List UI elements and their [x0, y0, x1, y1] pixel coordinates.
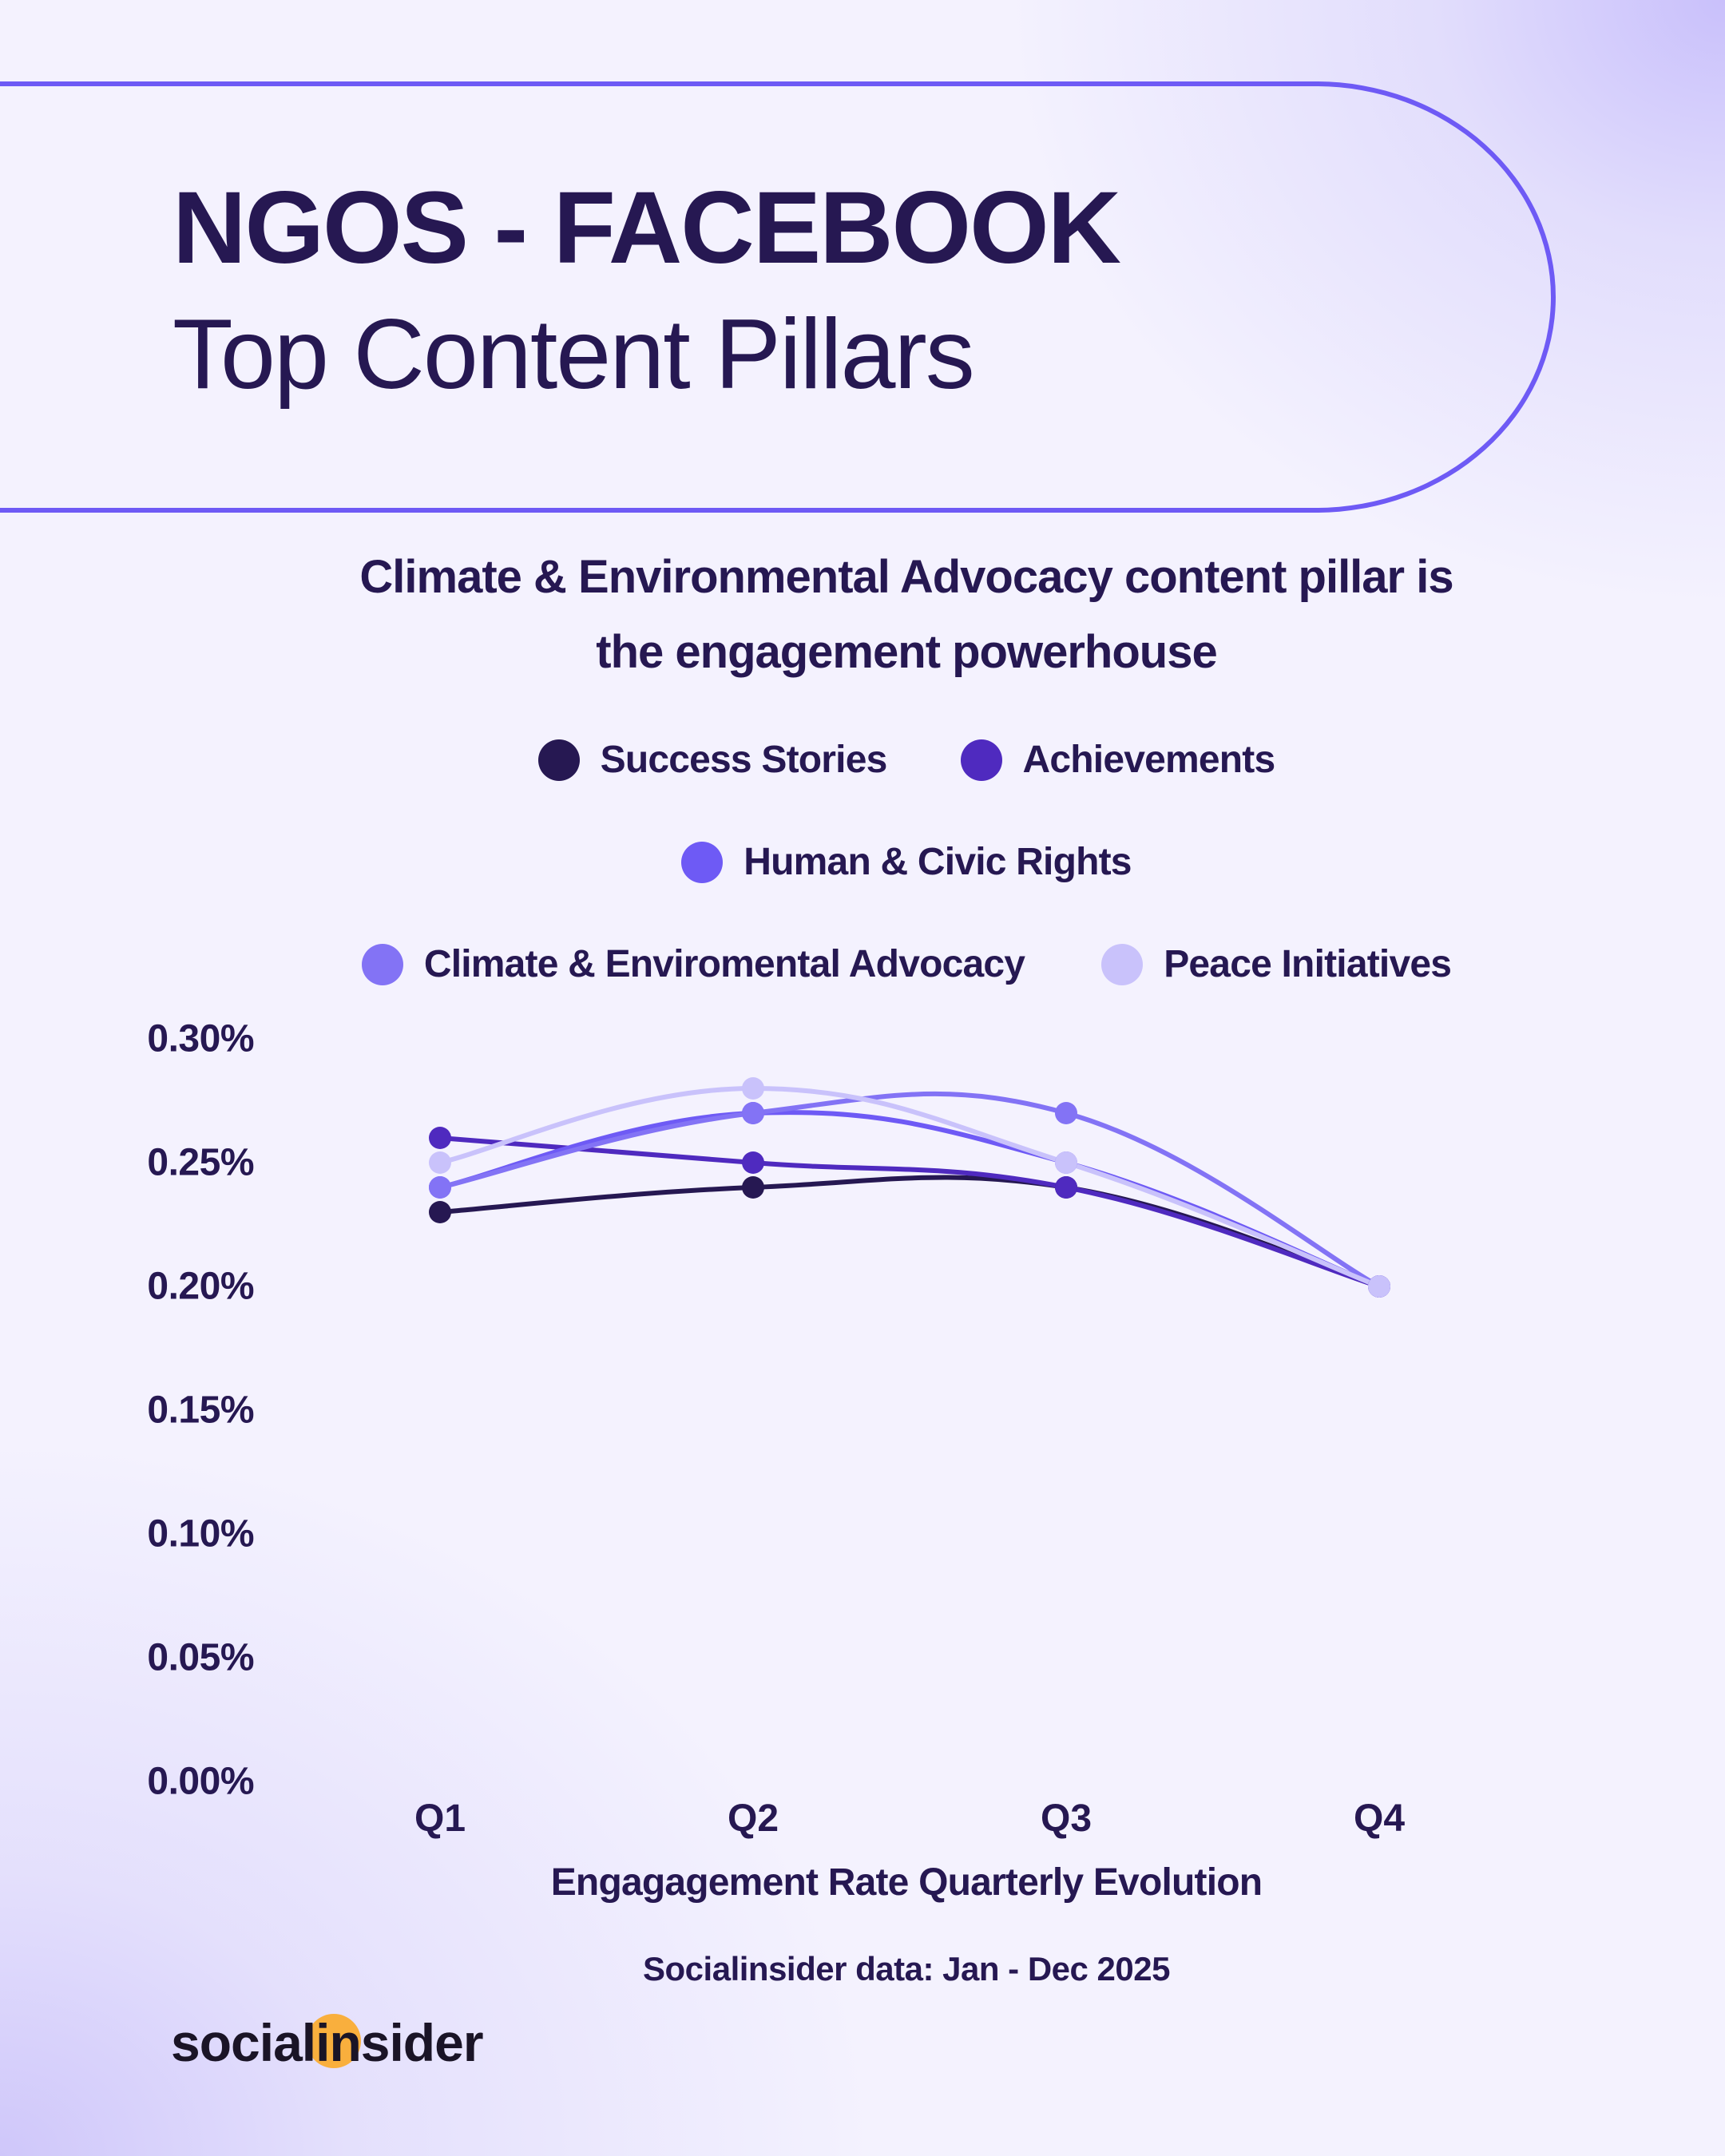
data-point-marker[interactable]	[1055, 1176, 1077, 1199]
x-tick-label: Q1	[414, 1797, 466, 1840]
data-point-marker[interactable]	[429, 1201, 451, 1223]
legend-dot-icon	[537, 739, 580, 781]
legend-dot-icon	[1101, 943, 1144, 985]
legend-row-3: Climate & Enviromental Advocacy Peace In…	[0, 942, 1725, 986]
y-tick-label: 0.10%	[147, 1512, 254, 1556]
legend-item-climate-advocacy: Climate & Enviromental Advocacy	[361, 942, 1025, 986]
data-point-marker[interactable]	[429, 1176, 451, 1199]
series-line	[438, 1091, 1382, 1289]
legend-item-human-civic-rights: Human & Civic Rights	[681, 840, 1132, 884]
data-point-marker[interactable]	[1055, 1102, 1077, 1124]
legend-item-success-stories: Success Stories	[537, 738, 888, 782]
legend-label: Success Stories	[600, 739, 888, 781]
headline-line-1: Climate & Environmental Advocacy content…	[359, 551, 1453, 603]
y-tick-label: 0.15%	[147, 1389, 254, 1432]
legend-dot-icon	[681, 841, 724, 883]
legend-item-achievements: Achievements	[960, 738, 1276, 782]
legend-label: Peace Initiatives	[1164, 943, 1452, 985]
header-pill-outline	[0, 81, 1556, 513]
chart-headline: Climate & Environmental Advocacy content…	[0, 540, 1725, 690]
logo-dot-icon	[307, 2014, 361, 2068]
headline-line-2: the engagement powerhouse	[596, 626, 1217, 678]
logo-wordmark: socialinsider	[171, 2013, 484, 2072]
legend-label: Achievements	[1022, 739, 1276, 781]
data-point-marker[interactable]	[742, 1176, 764, 1199]
y-tick-label: 0.25%	[147, 1141, 254, 1184]
legend-label: Climate & Enviromental Advocacy	[423, 943, 1025, 985]
brand-logo: socialinsider	[171, 2012, 484, 2073]
data-point-marker[interactable]	[429, 1151, 451, 1174]
x-axis-title: Engagagement Rate Quarterly Evolution	[550, 1861, 1263, 1904]
data-point-marker[interactable]	[1055, 1151, 1077, 1174]
x-tick-label: Q4	[1353, 1797, 1406, 1840]
y-tick-label: 0.30%	[147, 1017, 254, 1060]
x-tick-label: Q2	[727, 1797, 779, 1840]
y-tick-label: 0.00%	[147, 1760, 254, 1803]
data-point-marker[interactable]	[742, 1151, 764, 1174]
data-point-marker[interactable]	[742, 1102, 764, 1124]
data-point-marker[interactable]	[429, 1127, 451, 1149]
legend-row-1: Success Stories Achievements	[0, 738, 1725, 782]
series-line	[438, 1135, 1382, 1289]
data-point-marker[interactable]	[1368, 1275, 1390, 1298]
legend-label: Human & Civic Rights	[744, 841, 1132, 883]
y-tick-label: 0.05%	[147, 1636, 254, 1679]
data-point-marker[interactable]	[742, 1077, 764, 1100]
series-line	[438, 1085, 1382, 1289]
legend-item-peace-initiatives: Peace Initiatives	[1101, 942, 1452, 986]
y-tick-label: 0.20%	[147, 1265, 254, 1308]
page-title: NGOS - FACEBOOK	[172, 171, 1121, 285]
data-source-note: Socialinsider data: Jan - Dec 2025	[643, 1950, 1170, 1988]
page-subtitle: Top Content Pillars	[172, 299, 975, 410]
x-tick-label: Q3	[1040, 1797, 1092, 1840]
legend-row-2: Human & Civic Rights	[0, 840, 1725, 884]
legend-dot-icon	[960, 739, 1002, 781]
legend-dot-icon	[361, 943, 403, 985]
